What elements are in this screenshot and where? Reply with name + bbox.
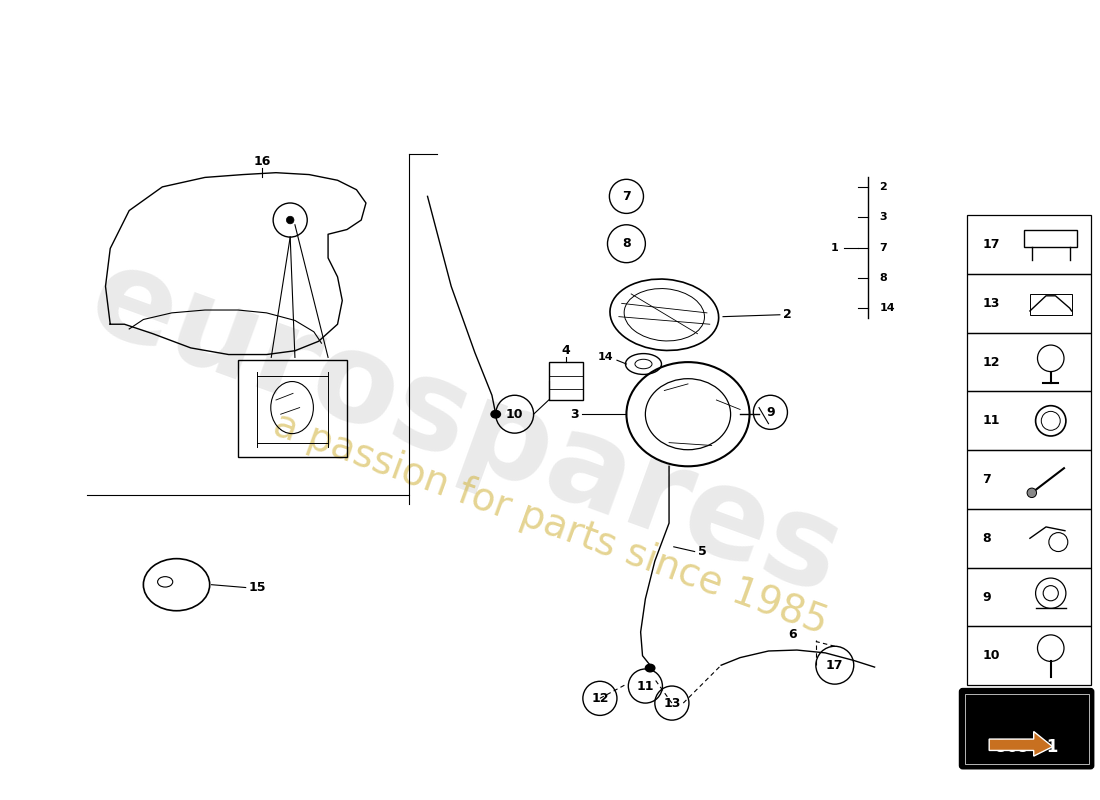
Bar (967, 450, 1090, 509)
Text: 9: 9 (982, 590, 991, 603)
Text: 3: 3 (570, 408, 579, 421)
Bar (967, 568, 1090, 626)
Bar (967, 391, 1090, 450)
Text: 10: 10 (982, 650, 1000, 662)
Text: 14: 14 (597, 352, 614, 362)
Text: 8: 8 (623, 238, 630, 250)
Text: 11: 11 (637, 679, 654, 693)
Text: 11: 11 (982, 414, 1000, 427)
Circle shape (1027, 488, 1036, 498)
Text: 3: 3 (879, 212, 887, 222)
Text: eurospares: eurospares (74, 237, 857, 621)
Text: 5: 5 (697, 545, 706, 558)
Text: 8: 8 (982, 532, 991, 545)
Text: 1: 1 (830, 242, 838, 253)
Bar (238, 360, 346, 457)
Text: 17: 17 (982, 238, 1000, 251)
Bar (967, 215, 1090, 274)
Text: 4: 4 (561, 344, 570, 358)
Bar (1030, 294, 1071, 314)
Text: 2: 2 (879, 182, 887, 192)
Text: 13: 13 (663, 697, 681, 710)
Ellipse shape (646, 664, 654, 672)
Text: 12: 12 (982, 356, 1000, 369)
Text: 7: 7 (879, 242, 887, 253)
Bar (967, 274, 1090, 333)
Text: 6: 6 (788, 628, 796, 642)
Bar (967, 333, 1090, 391)
Text: 7: 7 (982, 473, 991, 486)
Text: 10: 10 (506, 408, 524, 421)
Bar (967, 626, 1090, 685)
Text: 16: 16 (253, 155, 271, 168)
Text: 8: 8 (879, 273, 887, 283)
Text: 14: 14 (879, 303, 895, 313)
Text: 13: 13 (982, 297, 1000, 310)
Text: a passion for parts since 1985: a passion for parts since 1985 (268, 405, 833, 642)
Text: 17: 17 (826, 658, 844, 672)
Bar (965, 694, 1089, 764)
Text: 12: 12 (591, 692, 608, 705)
Bar (967, 509, 1090, 568)
Text: 809 01: 809 01 (994, 738, 1058, 756)
Circle shape (286, 216, 294, 224)
FancyBboxPatch shape (960, 689, 1093, 769)
Text: 15: 15 (249, 581, 266, 594)
Polygon shape (989, 731, 1053, 756)
Bar (549, 362, 583, 400)
Text: 7: 7 (623, 190, 630, 203)
Ellipse shape (491, 410, 501, 418)
Text: 9: 9 (766, 406, 774, 419)
Text: 2: 2 (783, 308, 792, 322)
